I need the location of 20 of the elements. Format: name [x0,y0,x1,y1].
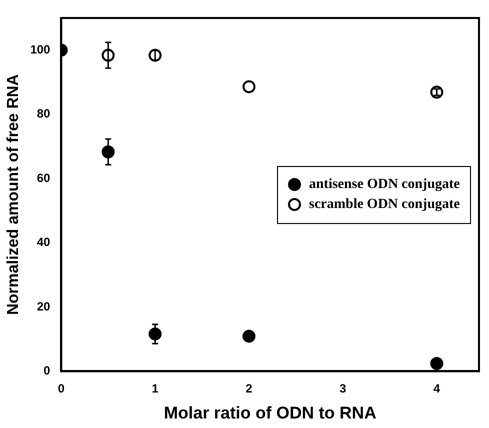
point [430,356,444,370]
legend-label: antisense ODN conjugate [309,176,460,193]
x-tick-label: 4 [433,382,440,396]
y-tick-label: 60 [36,170,51,185]
y-tick-label: 80 [36,106,51,121]
legend-label: scramble ODN conjugate [309,196,460,213]
point [148,48,162,62]
x-tick-label: 2 [246,382,253,396]
y-tick-label: 20 [36,299,51,314]
x-tick-label: 1 [152,382,159,396]
point [430,86,444,99]
y-axis-title: Normalized amount of free RNA [5,74,22,316]
y-tick-label: 40 [36,235,51,250]
x-axis-title: Molar ratio of ODN to RNA [164,403,376,422]
point [242,80,256,94]
y-tick-label: 100 [30,42,51,56]
point [242,330,256,343]
y-tick-label: 0 [44,364,51,378]
x-tick-label: 3 [340,382,347,396]
x-tick-label: 0 [58,382,65,396]
